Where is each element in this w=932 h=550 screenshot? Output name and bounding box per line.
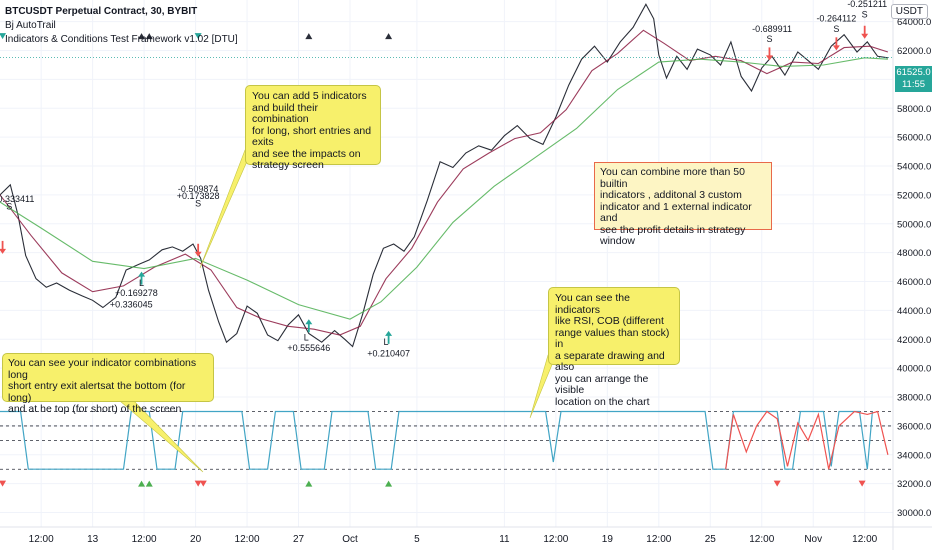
trade-result-label: L xyxy=(304,333,309,343)
price-axis: 30000.0 32000.0 34000.0 36000.0 38000.0 40000… xyxy=(892,0,931,550)
trade-result-label: +0.555646 xyxy=(287,343,330,353)
trade-result-label: -0.333411 xyxy=(0,194,34,204)
trade-result-label: -0.689911 xyxy=(752,24,792,34)
x-tick-label: 12:00 xyxy=(29,534,54,545)
arrow-head xyxy=(138,271,146,277)
long-signal-triangle xyxy=(138,480,146,487)
note-add-indicators: You can add 5 indicators and build their… xyxy=(245,85,381,171)
x-tick-label: 12:00 xyxy=(543,534,568,545)
y-tick-label: 50000.0 xyxy=(897,219,931,230)
short-signal-triangle xyxy=(194,33,202,40)
long-signal-triangle xyxy=(138,33,146,40)
current-price-tag: 61525.0 11:55 xyxy=(895,66,932,92)
framework-name[interactable]: Indicators & Conditions Test Framework v… xyxy=(5,34,238,45)
y-tick-label: 48000.0 xyxy=(897,248,931,259)
trade-result-label: +0.173828 xyxy=(177,191,220,201)
note-combine-builtin: You can combine more than 50 builtin ind… xyxy=(594,162,772,247)
trade-result-label: +0.336045 xyxy=(110,300,153,310)
long-signal-triangle xyxy=(145,33,153,40)
trade-result-label: -0.264112 xyxy=(816,14,856,24)
chart-grid xyxy=(0,0,893,527)
trade-result-label: S xyxy=(195,198,201,208)
current-price-value: 61525.0 xyxy=(896,67,931,78)
x-tick-label: 12:00 xyxy=(235,534,260,545)
currency-button[interactable]: USDT xyxy=(890,4,928,19)
trade-result-label: -0.251211 xyxy=(847,0,887,9)
trade-result-label: L xyxy=(139,278,144,288)
x-tick-label: 19 xyxy=(602,534,614,545)
note-pointer xyxy=(199,149,253,269)
price-series xyxy=(0,3,893,348)
arrow-head xyxy=(765,55,773,61)
arrow-head xyxy=(305,319,313,325)
arrow-head xyxy=(832,45,840,51)
short-signal-triangle xyxy=(199,480,207,487)
trade-result-label: S xyxy=(766,34,772,44)
slow-ma-line xyxy=(0,57,888,320)
trade-result-label: +0.210407 xyxy=(367,349,410,359)
signal-markers: -0.333411S+0.169278+0.336045L-0.509874+0… xyxy=(0,0,887,487)
pane-series-line xyxy=(0,410,873,470)
y-tick-label: 54000.0 xyxy=(897,162,931,173)
symbol-title[interactable]: BTCUSDT Perpetual Contract, 30, BYBIT xyxy=(5,6,198,17)
short-signal-triangle xyxy=(773,480,781,487)
note-separate-drawing: You can see the indicators like RSI, COB… xyxy=(548,287,680,407)
short-signal-triangle xyxy=(0,33,7,40)
fast-ma-line xyxy=(0,29,889,336)
x-tick-label: 12:00 xyxy=(749,534,774,545)
long-signal-triangle xyxy=(385,480,393,487)
y-tick-label: 64000.0 xyxy=(897,17,931,28)
x-tick-label: 27 xyxy=(293,534,305,545)
arrow-head xyxy=(194,251,202,257)
y-tick-label: 44000.0 xyxy=(897,306,931,317)
arrow-head xyxy=(0,248,7,254)
chart-legend: BTCUSDT Perpetual Contract, 30, BYBIT Bj… xyxy=(5,5,238,47)
x-tick-label: Nov xyxy=(804,534,822,545)
time-axis: 12:00 13 12:00 20 12:00 27 Oct 5 11 12:00 19 12:00 2… xyxy=(0,526,932,545)
arrow-head xyxy=(861,33,869,39)
y-tick-label: 52000.0 xyxy=(897,190,931,201)
x-tick-label: 12:00 xyxy=(132,534,157,545)
trade-result-label: -0.509874 xyxy=(178,184,219,194)
callout-pointers xyxy=(119,149,557,473)
y-tick-label: 34000.0 xyxy=(897,450,931,461)
x-tick-label: 11 xyxy=(499,534,510,545)
x-tick-label: 20 xyxy=(190,534,202,545)
y-tick-label: 30000.0 xyxy=(897,508,931,519)
x-tick-label: Oct xyxy=(342,534,358,545)
x-tick-label: 12:00 xyxy=(646,534,671,545)
short-signal-triangle xyxy=(0,480,7,487)
short-signal-triangle xyxy=(194,480,202,487)
y-tick-label: 62000.0 xyxy=(897,46,931,57)
y-tick-label: 36000.0 xyxy=(897,421,931,432)
trade-result-label: S xyxy=(833,24,839,34)
pane-series-line xyxy=(725,410,889,470)
short-signal-triangle xyxy=(858,480,866,487)
y-tick-label: 38000.0 xyxy=(897,393,931,404)
y-tick-label: 56000.0 xyxy=(897,133,931,144)
arrow-head xyxy=(385,330,393,336)
trade-result-label: S xyxy=(6,201,12,211)
indicator-pane xyxy=(0,410,893,470)
bar-countdown: 11:55 xyxy=(901,79,926,90)
long-signal-triangle xyxy=(385,33,393,40)
long-signal-triangle xyxy=(305,480,313,487)
x-tick-label: 13 xyxy=(87,534,99,545)
trade-result-label: L xyxy=(384,337,389,347)
y-tick-label: 58000.0 xyxy=(897,104,931,115)
y-tick-label: 42000.0 xyxy=(897,335,931,346)
trade-result-label: S xyxy=(862,9,868,19)
note-alerts: You can see your indicator combinations … xyxy=(2,353,214,415)
y-tick-label: 32000.0 xyxy=(897,479,931,490)
strategy-name[interactable]: Bj AutoTrail xyxy=(5,20,56,31)
x-tick-label: 12:00 xyxy=(852,534,877,545)
long-signal-triangle xyxy=(145,480,153,487)
y-tick-label: 40000.0 xyxy=(897,364,931,375)
y-tick-label: 46000.0 xyxy=(897,277,931,288)
x-tick-label: 25 xyxy=(705,534,717,545)
x-tick-label: 5 xyxy=(414,534,420,545)
long-signal-triangle xyxy=(305,33,313,40)
trade-result-label: +0.169278 xyxy=(115,288,158,298)
